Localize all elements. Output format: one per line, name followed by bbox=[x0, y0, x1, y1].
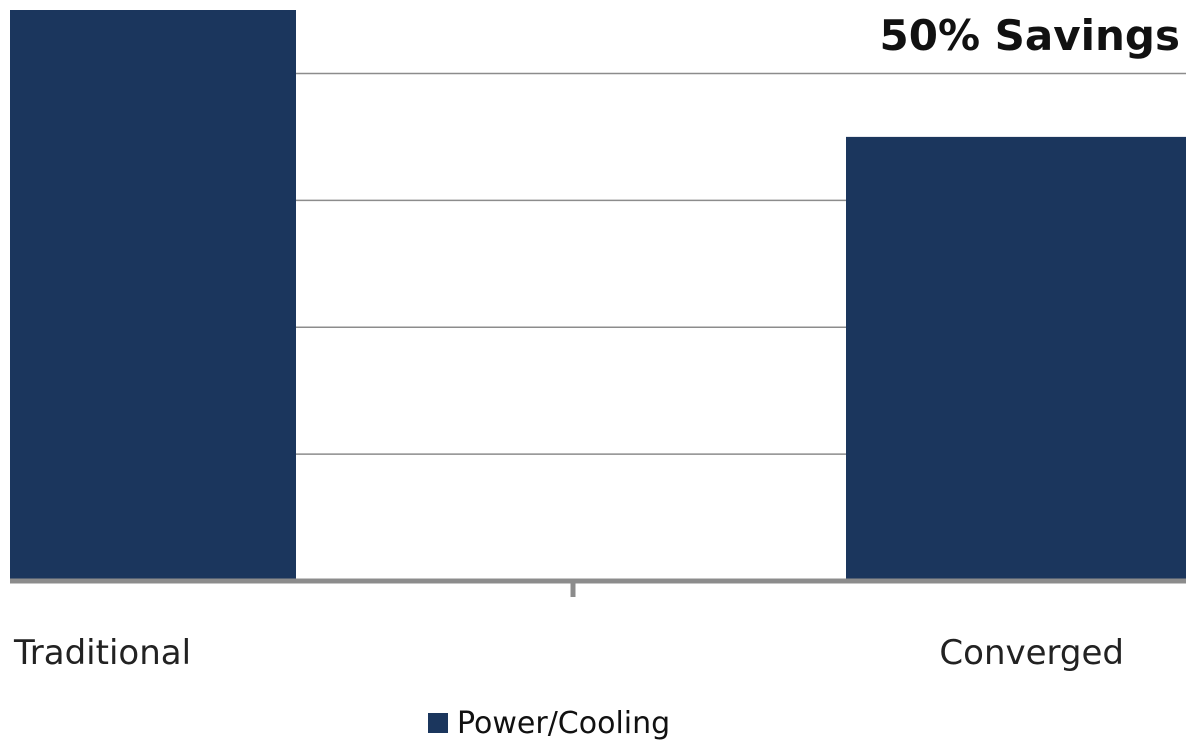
legend-swatch-power-cooling bbox=[428, 713, 448, 733]
bar-converged bbox=[846, 136, 1186, 581]
savings-annotation: 50% Savings bbox=[880, 11, 1180, 60]
bars bbox=[10, 10, 1186, 581]
legend: Power/Cooling bbox=[428, 706, 670, 741]
category-label-converged: Converged bbox=[939, 633, 1124, 673]
category-label-traditional: Traditional bbox=[13, 633, 191, 673]
category-labels: Traditional Converged bbox=[13, 633, 1124, 673]
bar-traditional bbox=[10, 10, 296, 581]
legend-label-power-cooling: Power/Cooling bbox=[457, 706, 670, 741]
x-axis bbox=[10, 578, 1186, 597]
